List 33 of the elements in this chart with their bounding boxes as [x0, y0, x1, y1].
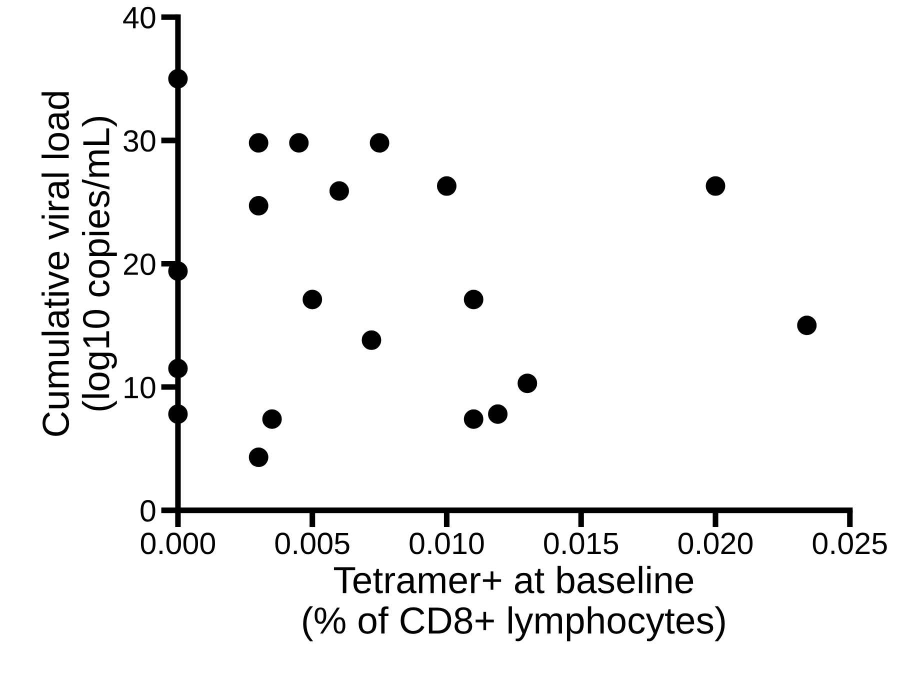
point: [464, 290, 484, 310]
y-axis-title: Cumulative viral load (log10 copies/mL): [42, 92, 117, 436]
point: [168, 404, 188, 424]
x-tick-label: 0.005: [275, 532, 350, 554]
point: [436, 176, 456, 196]
x-tick-label: 0.025: [812, 532, 887, 554]
point: [168, 69, 188, 89]
y-tick-label: 10: [124, 376, 156, 398]
x-tick-label: 0.000: [140, 532, 216, 554]
point: [302, 290, 322, 310]
y-tick-label: 40: [123, 6, 156, 28]
point: [168, 261, 188, 281]
point: [797, 316, 817, 336]
x-axis-title: Tetramer+ at baseline (% of CD8+ lymphocytes): [303, 566, 725, 642]
x-tick-label: 0.010: [410, 532, 484, 554]
point: [168, 358, 188, 378]
point: [248, 448, 268, 468]
x-tick-label: 0.020: [678, 532, 753, 554]
point: [248, 133, 268, 153]
y-tick-label: 20: [124, 253, 156, 276]
y-tick-label: 30: [124, 130, 156, 152]
x-tick-label: 0.015: [544, 532, 618, 554]
point: [518, 374, 538, 394]
point: [370, 133, 390, 153]
point: [262, 409, 282, 429]
point: [329, 181, 349, 201]
point: [362, 330, 382, 350]
point: [289, 133, 309, 153]
y-tick-label: 0: [140, 500, 156, 522]
point: [488, 404, 508, 424]
point: [248, 196, 268, 216]
point: [464, 409, 484, 429]
point: [706, 176, 726, 196]
